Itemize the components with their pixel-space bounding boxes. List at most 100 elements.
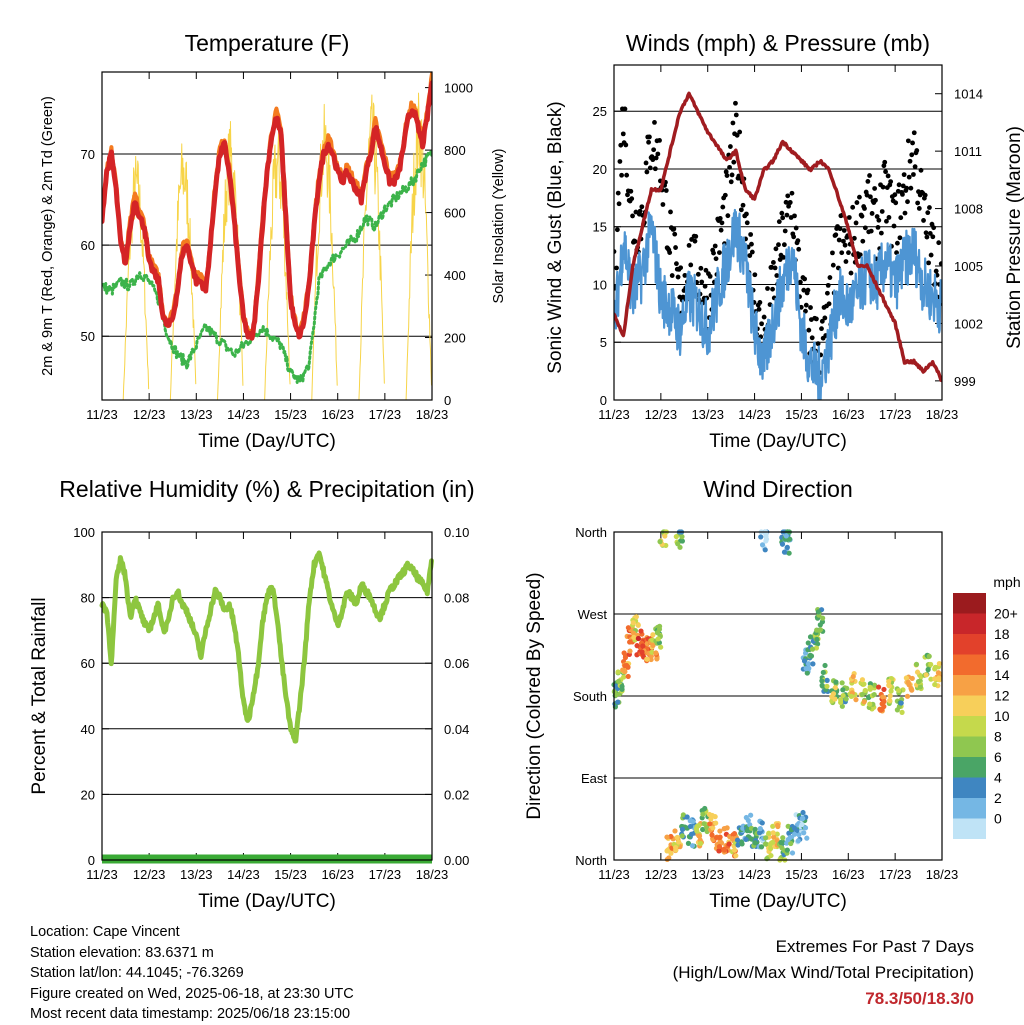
gust-point bbox=[703, 267, 709, 273]
gust-point bbox=[749, 241, 754, 247]
y-axis-label: Percent & Total Rainfall bbox=[29, 597, 50, 794]
direction-point bbox=[801, 658, 808, 664]
gust-point bbox=[693, 234, 699, 239]
gust-point bbox=[882, 159, 888, 165]
direction-point bbox=[625, 664, 631, 670]
colorbar-tick-label: 20+ bbox=[994, 606, 1018, 622]
direction-point bbox=[785, 823, 791, 829]
gust-point bbox=[770, 286, 775, 292]
colorbar-swatch bbox=[953, 634, 986, 655]
direction-point bbox=[700, 811, 706, 817]
colorbar-swatch bbox=[953, 675, 986, 696]
gust-point bbox=[918, 167, 924, 173]
gust-point bbox=[655, 151, 661, 157]
direction-point bbox=[680, 812, 686, 818]
direction-point bbox=[820, 615, 826, 621]
direction-point bbox=[762, 547, 768, 553]
gust-point bbox=[801, 287, 807, 293]
direction-point bbox=[805, 661, 812, 667]
gust-point bbox=[734, 132, 740, 138]
direction-point bbox=[619, 686, 625, 692]
y-right-tick-label: 1005 bbox=[954, 259, 983, 274]
colorbar-swatch bbox=[953, 695, 986, 716]
direction-point bbox=[716, 843, 723, 850]
direction-point bbox=[791, 831, 798, 837]
colorbar-tick-label: 16 bbox=[994, 647, 1010, 663]
direction-point bbox=[839, 680, 845, 686]
gust-point bbox=[891, 223, 897, 229]
gust-point bbox=[781, 255, 786, 260]
x-tick-label: 14/23 bbox=[227, 407, 260, 422]
gust-point bbox=[652, 166, 658, 172]
gust-point bbox=[752, 272, 758, 278]
direction-point bbox=[774, 831, 780, 837]
y-right-tick-label: 1011 bbox=[954, 144, 982, 159]
y-tick-label: 80 bbox=[81, 591, 95, 606]
gust-point bbox=[924, 234, 930, 240]
direction-point bbox=[928, 676, 934, 682]
colorbar-swatch bbox=[953, 757, 986, 778]
gust-point bbox=[713, 256, 719, 262]
direction-point bbox=[644, 656, 650, 662]
y-tick-label: 20 bbox=[81, 787, 95, 802]
gust-point bbox=[904, 185, 910, 191]
direction-point bbox=[716, 848, 722, 854]
colorbar-tick-label: 6 bbox=[994, 749, 1002, 765]
gust-point bbox=[854, 200, 860, 205]
gust-point bbox=[805, 287, 811, 293]
colorbar-tick-label: 14 bbox=[994, 667, 1010, 683]
direction-point bbox=[735, 842, 741, 848]
direction-point bbox=[896, 687, 902, 694]
direction-point bbox=[745, 817, 751, 824]
gust-point bbox=[639, 204, 645, 210]
gust-point bbox=[748, 232, 754, 237]
gust-point bbox=[910, 140, 915, 146]
gust-point bbox=[692, 238, 698, 244]
direction-point bbox=[679, 534, 685, 540]
gust-point bbox=[757, 300, 763, 305]
gust-point bbox=[699, 279, 705, 285]
gust-point bbox=[909, 152, 915, 158]
direction-point bbox=[758, 534, 764, 540]
chart-panel-1: Winds (mph) & Pressure (mb) 11/23 12/23 13/… bbox=[545, 30, 1024, 452]
gust-point bbox=[660, 202, 666, 207]
direction-point bbox=[819, 678, 825, 684]
direction-point bbox=[640, 643, 646, 649]
direction-point bbox=[936, 675, 942, 681]
y-tick-label: South bbox=[573, 689, 607, 704]
y-tick-label: 100 bbox=[73, 525, 95, 540]
x-axis-label: Time (Day/UTC) bbox=[709, 431, 847, 452]
y-axis-label: Sonic Wind & Gust (Blue, Black) bbox=[545, 101, 566, 373]
x-tick-label: 17/23 bbox=[369, 867, 402, 882]
direction-point bbox=[861, 681, 867, 687]
direction-point bbox=[648, 653, 654, 659]
direction-point bbox=[627, 648, 633, 654]
y-right-tick-label: 0.00 bbox=[444, 853, 469, 868]
direction-point bbox=[932, 676, 938, 682]
direction-point bbox=[729, 836, 736, 842]
direction-point bbox=[784, 544, 790, 550]
gust-point bbox=[772, 265, 778, 271]
gust-point bbox=[776, 219, 782, 225]
gust-point bbox=[724, 173, 730, 178]
gust-point bbox=[643, 160, 649, 166]
chart-panel-0: Temperature (F) 11/23 12/23 13/23 14/23 15/23… bbox=[40, 30, 507, 452]
gust-point bbox=[791, 234, 797, 240]
colorbar-swatch bbox=[953, 613, 986, 634]
direction-point bbox=[876, 684, 882, 690]
y-right-tick-label: 999 bbox=[954, 374, 976, 389]
direction-point bbox=[799, 821, 805, 828]
gust-point bbox=[843, 259, 849, 264]
direction-point bbox=[744, 828, 750, 834]
dewpoint-line bbox=[102, 149, 432, 384]
direction-point bbox=[810, 661, 816, 667]
direction-point bbox=[757, 826, 763, 832]
direction-point bbox=[731, 830, 738, 837]
gust-point bbox=[614, 265, 619, 271]
y-tick-label: 5 bbox=[600, 335, 607, 350]
gust-point bbox=[836, 237, 842, 243]
direction-point bbox=[770, 823, 776, 829]
gust-point bbox=[802, 276, 808, 282]
gust-point bbox=[618, 142, 624, 148]
gust-point bbox=[923, 230, 929, 236]
